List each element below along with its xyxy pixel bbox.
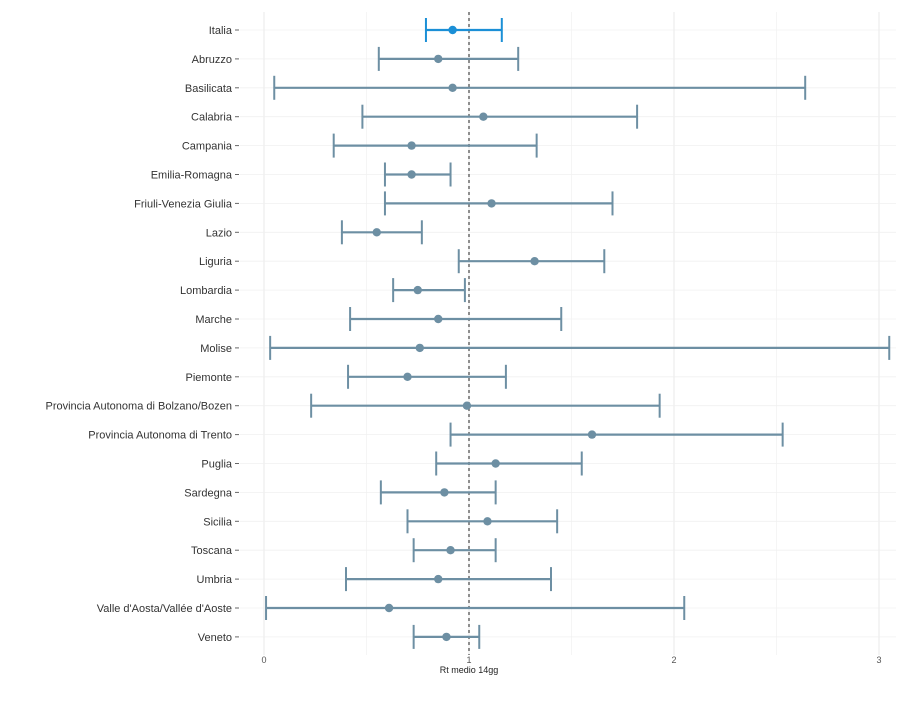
mean-point <box>434 314 443 324</box>
mean-point <box>479 112 488 121</box>
category-label: Molise <box>200 343 232 355</box>
x-tick-label: 0 <box>261 655 266 665</box>
mean-point <box>491 459 500 468</box>
category-label: Puglia <box>201 459 232 471</box>
category-label: Abruzzo <box>192 54 232 66</box>
mean-point <box>487 199 496 208</box>
category-label: Calabria <box>191 112 233 124</box>
x-axis-title: Rt medio 14gg <box>440 665 499 675</box>
category-label: Veneto <box>198 632 232 644</box>
mean-point <box>372 228 381 237</box>
data-rows <box>265 18 891 649</box>
x-tick-label: 3 <box>876 655 881 665</box>
mean-point <box>434 54 443 64</box>
category-label: Lombardia <box>180 285 233 297</box>
category-labels: Italia Abruzzo Basilicata Calabria Campania E… <box>45 25 239 644</box>
category-label: Piemonte <box>186 372 232 384</box>
category-label: Provincia Autonoma di Trento <box>88 430 232 442</box>
category-label: Sicilia <box>203 516 233 528</box>
mean-point <box>415 343 424 353</box>
mean-point <box>483 517 492 526</box>
mean-point <box>434 574 443 584</box>
mean-point <box>403 372 412 381</box>
mean-point <box>446 546 455 555</box>
category-label: Friuli-Venezia Giulia <box>134 198 233 210</box>
mean-point <box>530 257 539 266</box>
x-tick-label: 2 <box>671 655 676 665</box>
mean-point <box>407 141 416 150</box>
x-axis-ticks: 0 1 2 3 <box>261 655 881 665</box>
category-label: Toscana <box>191 545 233 557</box>
category-label: Marche <box>195 314 232 326</box>
category-label: Lazio <box>206 227 232 239</box>
category-label: Liguria <box>199 256 233 268</box>
mean-point <box>413 285 422 295</box>
mean-point <box>462 401 472 410</box>
category-label: Sardegna <box>184 487 233 499</box>
category-label: Campania <box>182 141 233 153</box>
category-label: Emilia-Romagna <box>151 170 233 182</box>
mean-point <box>448 25 457 35</box>
x-tick-label: 1 <box>466 655 471 665</box>
category-label: Italia <box>209 25 233 37</box>
category-label: Provincia Autonoma di Bolzano/Bozen <box>45 401 232 413</box>
mean-point <box>442 632 451 642</box>
mean-point <box>384 603 394 613</box>
mean-point <box>587 430 597 439</box>
mean-point <box>407 170 416 179</box>
mean-point <box>448 83 457 93</box>
category-label: Valle d'Aosta/Vallée d'Aoste <box>97 603 232 615</box>
mean-point <box>440 488 449 497</box>
category-label: Umbria <box>197 574 233 586</box>
category-label: Basilicata <box>185 83 233 95</box>
